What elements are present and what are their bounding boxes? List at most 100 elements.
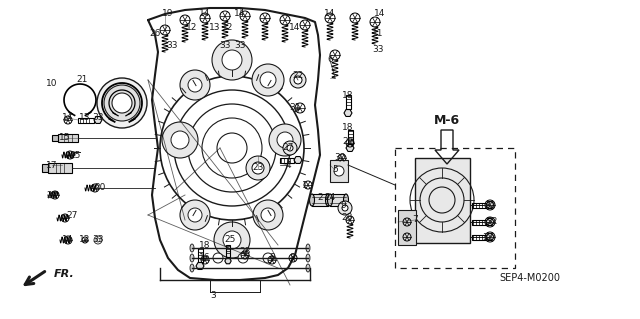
Circle shape [188, 78, 202, 92]
Circle shape [277, 132, 293, 148]
Circle shape [214, 222, 250, 258]
Text: 29: 29 [342, 137, 354, 146]
Text: 16: 16 [199, 254, 211, 263]
Text: 5: 5 [332, 166, 338, 174]
Text: 20: 20 [94, 182, 106, 191]
Text: 33: 33 [234, 41, 246, 49]
Text: 13: 13 [79, 114, 91, 122]
Circle shape [260, 72, 276, 88]
Text: 33: 33 [166, 41, 178, 49]
Ellipse shape [306, 244, 310, 252]
Text: 24: 24 [324, 194, 335, 203]
Text: 2: 2 [317, 194, 323, 203]
Circle shape [287, 145, 293, 151]
Circle shape [171, 131, 189, 149]
Text: 15: 15 [60, 133, 71, 143]
Ellipse shape [326, 194, 330, 206]
Text: 26: 26 [149, 28, 161, 38]
Text: 33: 33 [92, 235, 104, 244]
Text: 25: 25 [224, 235, 236, 244]
Circle shape [334, 166, 344, 176]
Text: 33: 33 [220, 41, 231, 49]
Text: 25: 25 [69, 151, 81, 160]
Text: 33: 33 [372, 46, 384, 55]
Polygon shape [94, 116, 102, 123]
Ellipse shape [190, 264, 194, 272]
Circle shape [252, 162, 264, 174]
Bar [58, 134, 78, 142]
Circle shape [261, 208, 275, 222]
Circle shape [252, 64, 284, 96]
Ellipse shape [310, 194, 314, 206]
Text: 32: 32 [483, 233, 493, 241]
Text: 18: 18 [342, 91, 354, 100]
Text: 11: 11 [372, 28, 384, 38]
Circle shape [238, 253, 248, 263]
Bar [398, 210, 416, 245]
Circle shape [283, 141, 297, 155]
Text: 7: 7 [412, 216, 418, 225]
Text: 28: 28 [46, 190, 58, 199]
Polygon shape [344, 109, 352, 116]
Text: 32: 32 [486, 218, 498, 226]
Bar [48, 163, 72, 173]
Text: 8: 8 [289, 254, 295, 263]
Text: 21: 21 [76, 76, 88, 85]
Text: 14: 14 [289, 24, 301, 33]
Text: 14: 14 [234, 10, 246, 19]
Text: 3: 3 [210, 291, 216, 300]
Circle shape [342, 205, 348, 211]
Circle shape [104, 85, 140, 121]
Circle shape [294, 76, 302, 84]
Text: 22: 22 [292, 70, 303, 79]
Circle shape [180, 70, 210, 100]
Text: 14: 14 [62, 114, 74, 122]
Text: 28: 28 [341, 213, 353, 222]
Text: 14: 14 [374, 10, 386, 19]
Text: 14: 14 [324, 10, 336, 19]
Text: 30: 30 [334, 153, 346, 162]
Polygon shape [225, 258, 231, 264]
Polygon shape [346, 145, 354, 152]
Circle shape [253, 200, 283, 230]
Text: 33: 33 [92, 114, 104, 122]
Ellipse shape [344, 194, 349, 206]
Text: 1: 1 [302, 181, 308, 189]
Text: 18: 18 [342, 123, 354, 132]
Bar [395, 148, 515, 268]
Text: 12: 12 [222, 24, 234, 33]
Circle shape [338, 201, 352, 215]
Text: 10: 10 [46, 78, 58, 87]
Circle shape [188, 208, 202, 222]
Text: 18: 18 [199, 241, 211, 249]
Text: 13: 13 [209, 24, 221, 33]
Text: FR.: FR. [54, 269, 75, 279]
Text: 31: 31 [289, 102, 301, 112]
Text: 14: 14 [199, 10, 211, 19]
Ellipse shape [306, 254, 310, 262]
Bar [415, 158, 470, 243]
Circle shape [269, 124, 301, 156]
Ellipse shape [190, 244, 194, 252]
Polygon shape [486, 234, 494, 241]
Text: 32: 32 [484, 201, 496, 210]
Text: 17: 17 [46, 160, 58, 169]
Bar [330, 194, 346, 206]
Ellipse shape [190, 254, 194, 262]
Text: 19: 19 [163, 10, 173, 19]
Text: 23: 23 [252, 164, 264, 173]
Circle shape [290, 72, 306, 88]
Text: M-6: M-6 [434, 114, 460, 127]
Ellipse shape [328, 194, 333, 206]
Circle shape [112, 93, 132, 113]
Text: 28: 28 [239, 248, 251, 256]
Text: SEP4-M0200: SEP4-M0200 [499, 273, 561, 283]
Text: 27: 27 [67, 211, 77, 219]
Circle shape [212, 40, 252, 80]
Circle shape [97, 78, 147, 128]
Text: 4: 4 [285, 160, 291, 169]
Circle shape [263, 253, 273, 263]
Circle shape [162, 122, 198, 158]
Polygon shape [486, 219, 494, 226]
Bar [312, 194, 328, 206]
